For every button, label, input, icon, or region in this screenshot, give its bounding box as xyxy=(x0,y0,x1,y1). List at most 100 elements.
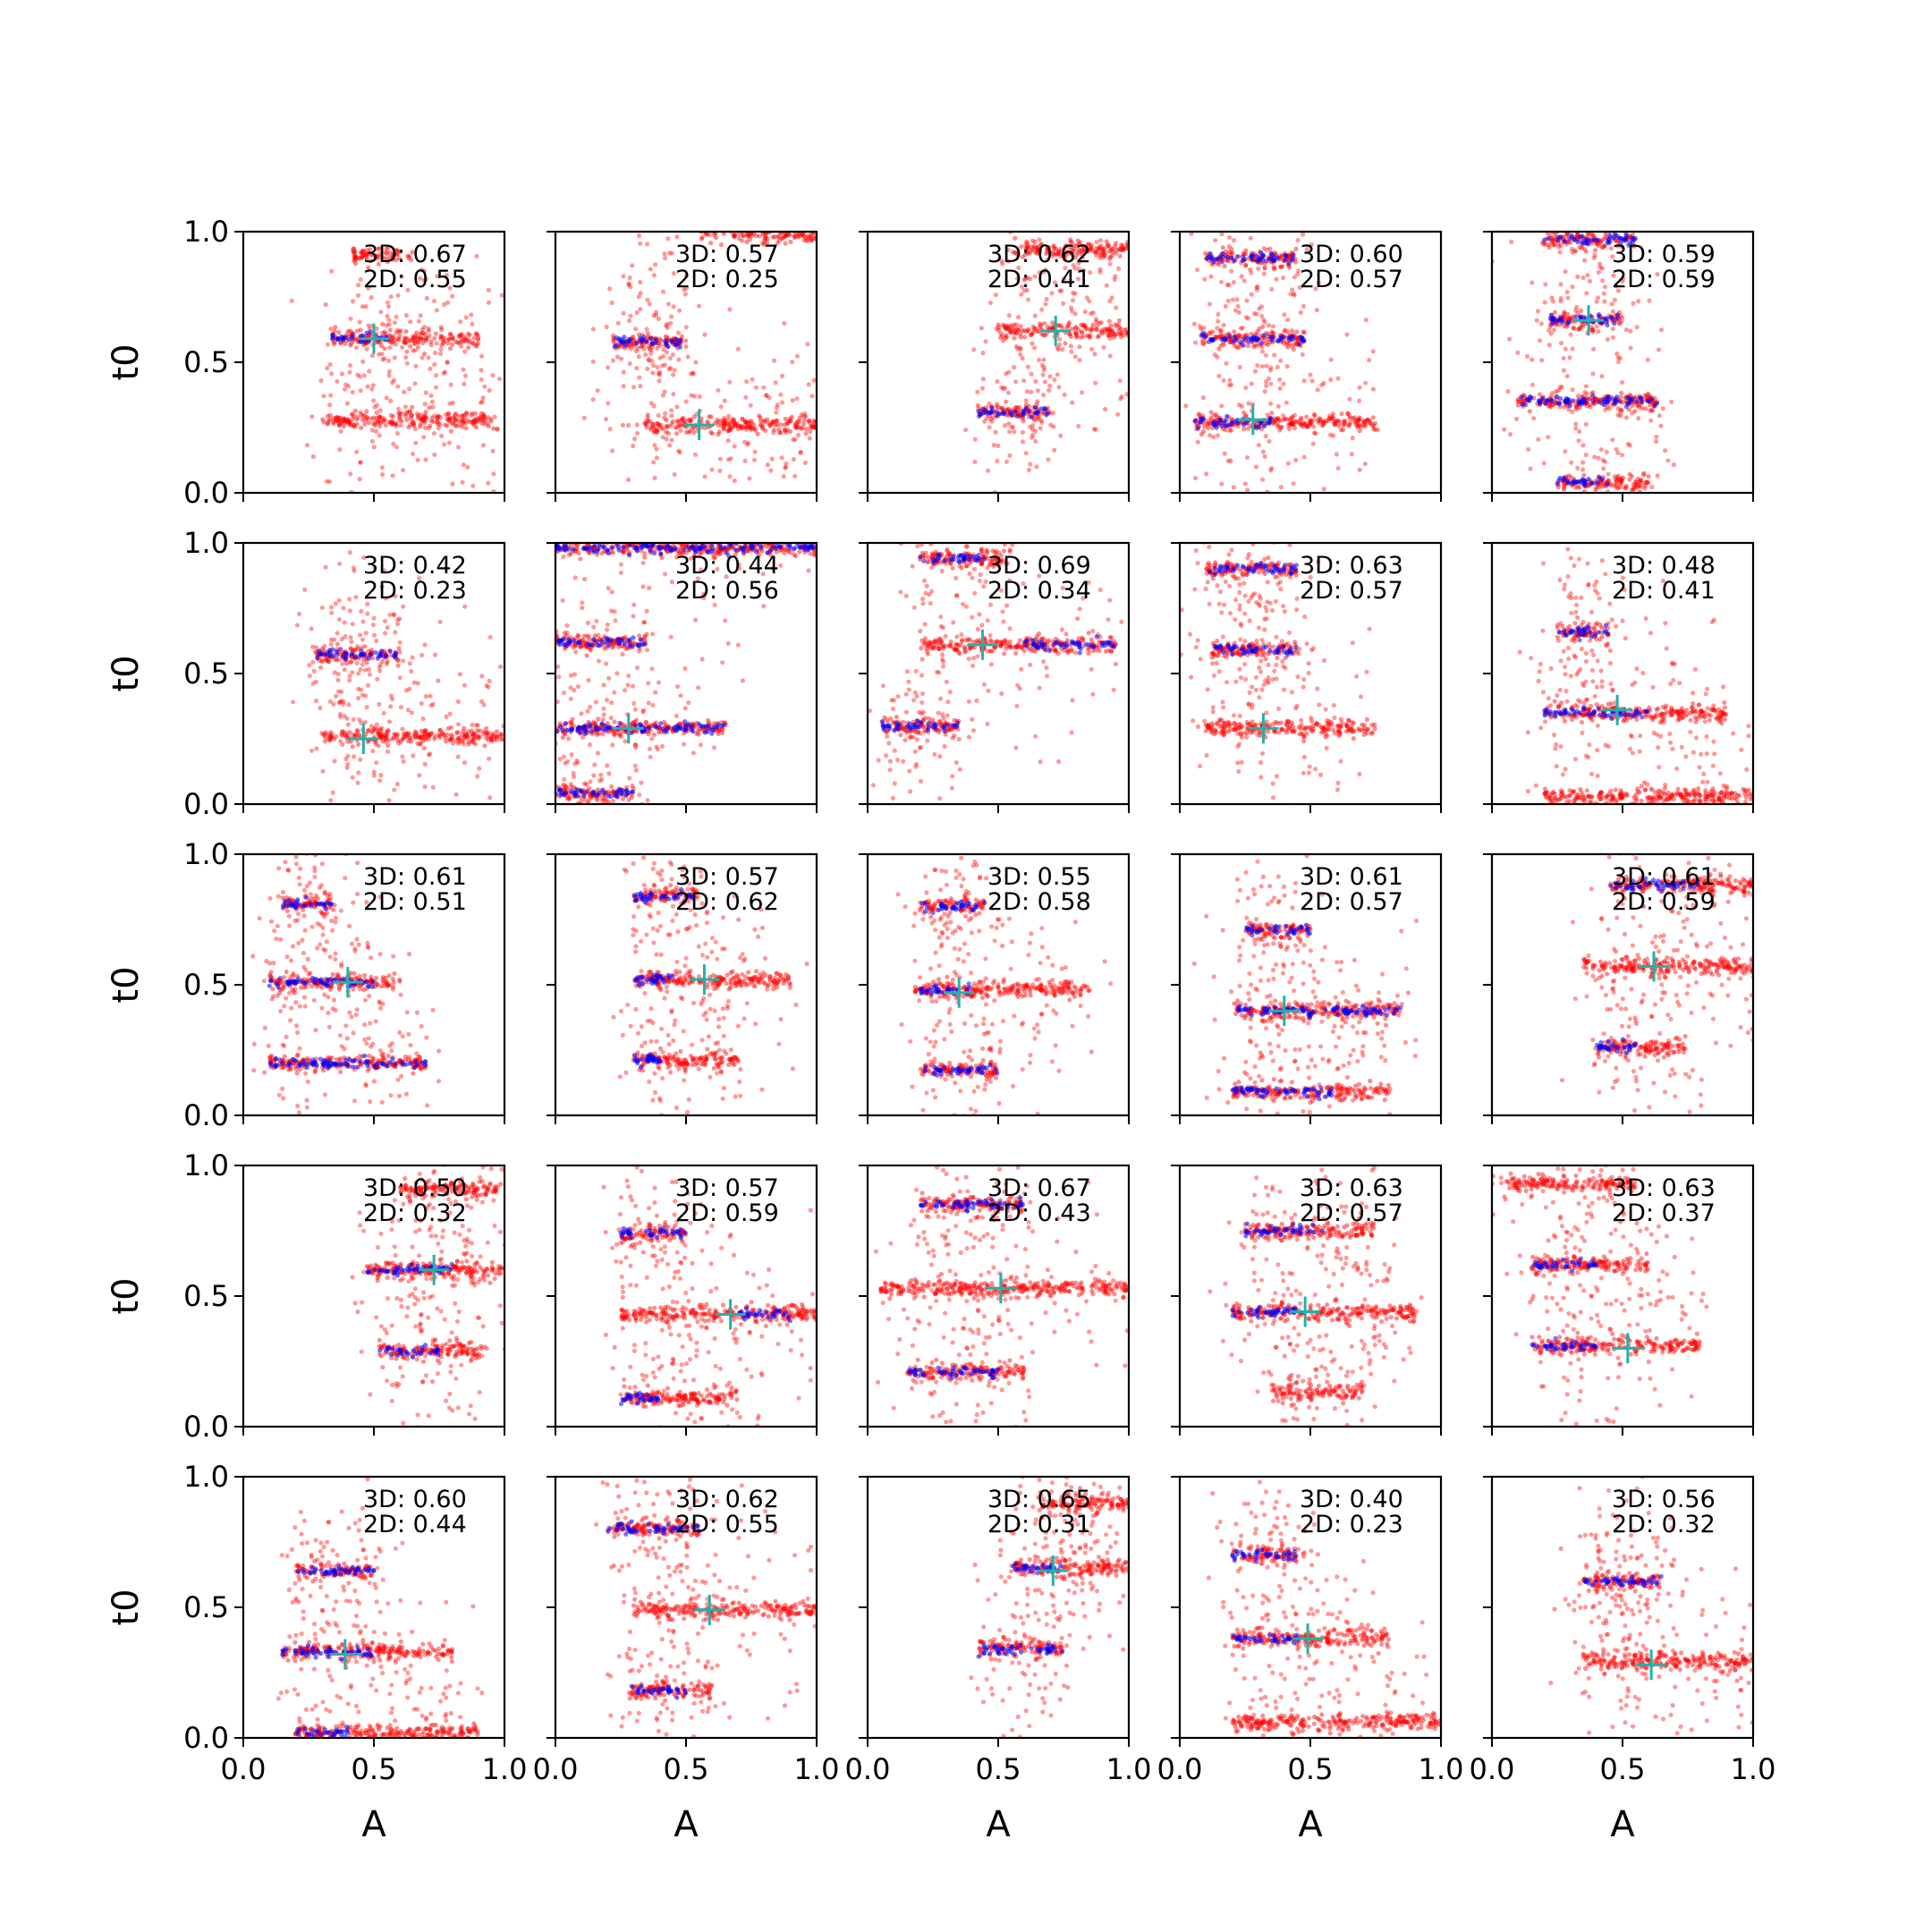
posterior-point xyxy=(1086,334,1091,339)
posterior-point xyxy=(1556,244,1562,250)
posterior-point xyxy=(561,554,566,560)
posterior-point xyxy=(732,419,737,424)
posterior-point xyxy=(1094,246,1099,251)
posterior-point xyxy=(536,756,540,760)
posterior-point xyxy=(392,252,397,258)
posterior-point xyxy=(328,393,334,398)
posterior-point xyxy=(400,344,405,350)
posterior-point xyxy=(1589,327,1595,333)
posterior-point xyxy=(1025,328,1030,334)
posterior-point xyxy=(1212,352,1217,358)
posterior-point xyxy=(1048,422,1054,428)
posterior-point xyxy=(406,425,411,430)
posterior-point xyxy=(1113,274,1118,279)
posterior-point xyxy=(422,415,428,420)
posterior-point xyxy=(607,286,613,292)
posterior-point xyxy=(1646,480,1651,486)
walker-point xyxy=(1649,396,1655,402)
posterior-point xyxy=(374,722,379,727)
walker-point xyxy=(1577,234,1582,240)
posterior-point xyxy=(1031,326,1037,331)
annotation-2d: 2D: 0.25 xyxy=(675,266,779,293)
posterior-point xyxy=(634,366,640,371)
posterior-point xyxy=(590,359,596,364)
posterior-point xyxy=(394,445,400,450)
posterior-point xyxy=(606,401,611,406)
posterior-point xyxy=(1357,398,1362,403)
posterior-point xyxy=(1305,424,1310,429)
posterior-point xyxy=(621,369,626,375)
posterior-point xyxy=(594,796,600,801)
posterior-point xyxy=(1249,270,1254,275)
posterior-point xyxy=(782,320,787,326)
posterior-point xyxy=(718,242,724,248)
walker-point xyxy=(1204,256,1209,261)
posterior-point xyxy=(391,735,397,741)
posterior-point xyxy=(1041,393,1046,398)
posterior-point xyxy=(440,340,446,346)
posterior-point xyxy=(455,741,462,746)
posterior-point xyxy=(678,721,683,726)
posterior-point xyxy=(395,336,401,342)
posterior-point xyxy=(491,733,496,738)
posterior-point xyxy=(792,233,798,239)
posterior-point xyxy=(1203,339,1208,344)
posterior-point xyxy=(402,733,407,739)
posterior-point xyxy=(691,371,697,377)
posterior-point xyxy=(360,304,365,309)
posterior-point xyxy=(751,457,758,462)
posterior-point xyxy=(445,416,450,422)
posterior-point xyxy=(445,336,452,342)
posterior-point xyxy=(1619,408,1624,413)
posterior-point xyxy=(1244,487,1250,493)
posterior-point xyxy=(995,402,1000,407)
posterior-point xyxy=(1580,460,1586,465)
posterior-point xyxy=(422,737,428,742)
posterior-point xyxy=(1531,416,1537,421)
posterior-point xyxy=(1023,246,1029,251)
posterior-point xyxy=(394,423,399,428)
posterior-point xyxy=(1618,477,1623,482)
posterior-point xyxy=(377,251,384,257)
posterior-point xyxy=(562,691,567,696)
posterior-point xyxy=(1299,417,1304,422)
posterior-point xyxy=(1537,392,1543,397)
walker-point xyxy=(1241,343,1246,348)
posterior-point xyxy=(492,414,497,419)
posterior-point xyxy=(604,835,608,840)
posterior-point xyxy=(352,568,357,573)
posterior-point xyxy=(1078,335,1084,340)
posterior-point xyxy=(1107,329,1113,335)
posterior-point xyxy=(343,633,348,640)
posterior-point xyxy=(337,447,343,453)
posterior-point xyxy=(1304,414,1309,419)
posterior-point xyxy=(470,419,476,425)
posterior-point xyxy=(1004,335,1010,340)
posterior-point xyxy=(1085,249,1090,254)
posterior-point xyxy=(1244,198,1249,202)
posterior-point xyxy=(1070,309,1075,314)
posterior-point xyxy=(1328,357,1334,362)
posterior-point xyxy=(1249,381,1254,386)
walker-point xyxy=(1545,397,1550,403)
posterior-point xyxy=(388,419,394,426)
posterior-point xyxy=(742,419,749,425)
posterior-point xyxy=(424,295,429,301)
posterior-point xyxy=(1124,392,1129,397)
posterior-point xyxy=(1303,422,1309,428)
posterior-point xyxy=(657,355,663,360)
posterior-point xyxy=(1594,199,1598,204)
posterior-point xyxy=(344,716,350,722)
posterior-point xyxy=(412,427,418,432)
posterior-point xyxy=(428,693,433,699)
posterior-point xyxy=(618,497,623,502)
posterior-point xyxy=(1006,369,1012,375)
walker-point xyxy=(627,338,632,343)
posterior-point xyxy=(614,864,618,869)
posterior-point xyxy=(437,727,443,733)
posterior-point xyxy=(987,401,992,406)
posterior-point xyxy=(1327,413,1333,419)
posterior-point xyxy=(390,736,395,741)
posterior-point xyxy=(642,620,648,625)
posterior-point xyxy=(1021,378,1027,384)
